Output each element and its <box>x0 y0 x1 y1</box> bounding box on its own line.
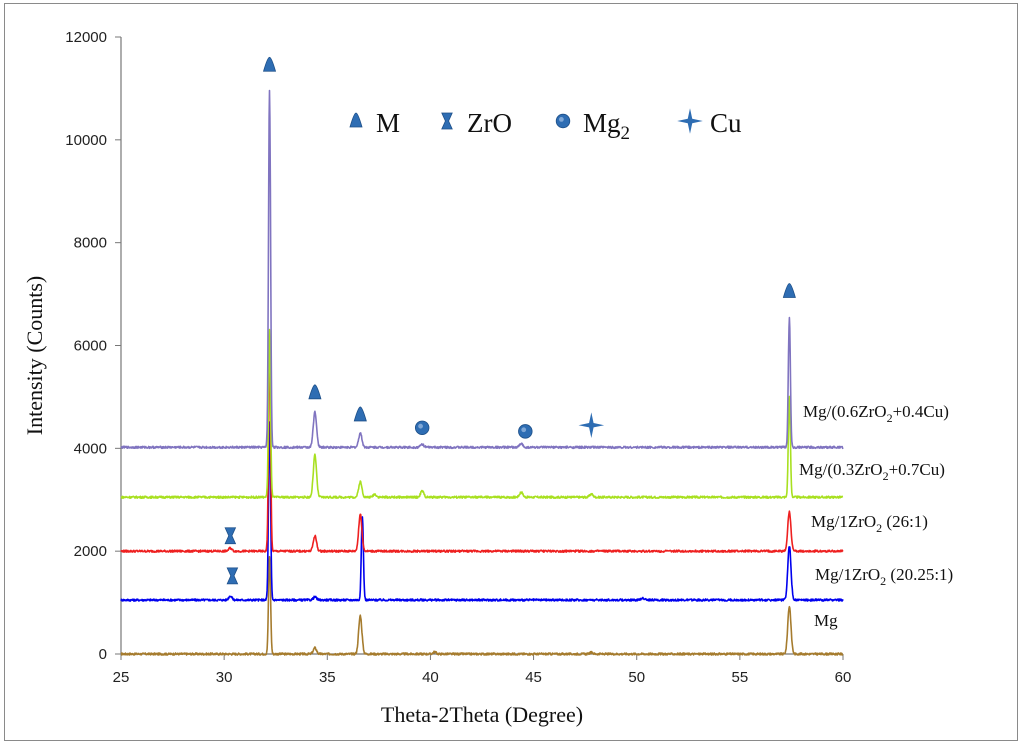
x-tick-label: 50 <box>628 669 645 686</box>
y-axis-title: Intensity (Counts) <box>22 276 47 436</box>
triangle-marker <box>308 384 322 400</box>
legend-label: Mg2 <box>583 108 630 144</box>
series-label: Mg/(0.3ZrO2+0.7Cu) <box>799 460 945 483</box>
triangle-marker <box>349 112 363 128</box>
x-axis-title: Theta-2Theta (Degree) <box>381 702 583 727</box>
x-tick-label: 30 <box>216 669 233 686</box>
chart-frame <box>4 3 1018 741</box>
series-label: Mg <box>814 611 838 630</box>
hourglass-marker <box>226 567 239 585</box>
triangle-marker <box>262 56 277 72</box>
circle-highlight <box>418 423 423 429</box>
y-tick-label: 4000 <box>74 440 107 457</box>
x-tick-label: 35 <box>319 669 336 686</box>
y-tick-label: 12000 <box>65 29 107 46</box>
legend-label: ZrO <box>467 108 512 138</box>
series-lines <box>120 89 844 656</box>
series-label: Mg/1ZrO2 (26:1) <box>811 512 928 535</box>
star-marker <box>677 108 703 134</box>
series-labels: Mg Mg/1ZrO2 (20.25:1) Mg/1ZrO2 (26:1) Mg/(0… <box>799 402 953 630</box>
triangle-marker <box>353 406 367 422</box>
series-label: Mg/(0.6ZrO2+0.4Cu) <box>803 402 949 425</box>
hourglass-marker <box>224 527 237 545</box>
triangle-marker <box>782 283 796 298</box>
peak-markers <box>224 56 796 585</box>
y-tick-label: 10000 <box>65 132 107 149</box>
star-marker <box>578 412 605 438</box>
x-tick-label: 60 <box>835 669 852 686</box>
series-line <box>120 555 844 656</box>
circle-highlight <box>559 117 564 122</box>
y-tick-label: 0 <box>99 646 107 663</box>
hourglass-marker <box>441 112 453 130</box>
y-tick-label: 6000 <box>74 338 107 355</box>
legend: M ZrO Mg2 Cu <box>349 108 742 144</box>
series-label: Mg/1ZrO2 (20.25:1) <box>815 565 953 588</box>
series-line <box>120 328 844 500</box>
series-line <box>120 340 844 554</box>
y-tick-label: 2000 <box>74 543 107 560</box>
series-line <box>120 89 844 450</box>
circle-highlight <box>521 427 527 433</box>
x-tick-label: 25 <box>113 669 130 686</box>
series-line <box>120 421 844 602</box>
x-tick-label: 45 <box>525 669 542 686</box>
legend-label: Cu <box>710 108 742 138</box>
y-tick-label: 8000 <box>74 235 107 252</box>
x-tick-label: 55 <box>732 669 749 686</box>
legend-label: M <box>376 108 400 138</box>
x-tick-label: 40 <box>422 669 439 686</box>
